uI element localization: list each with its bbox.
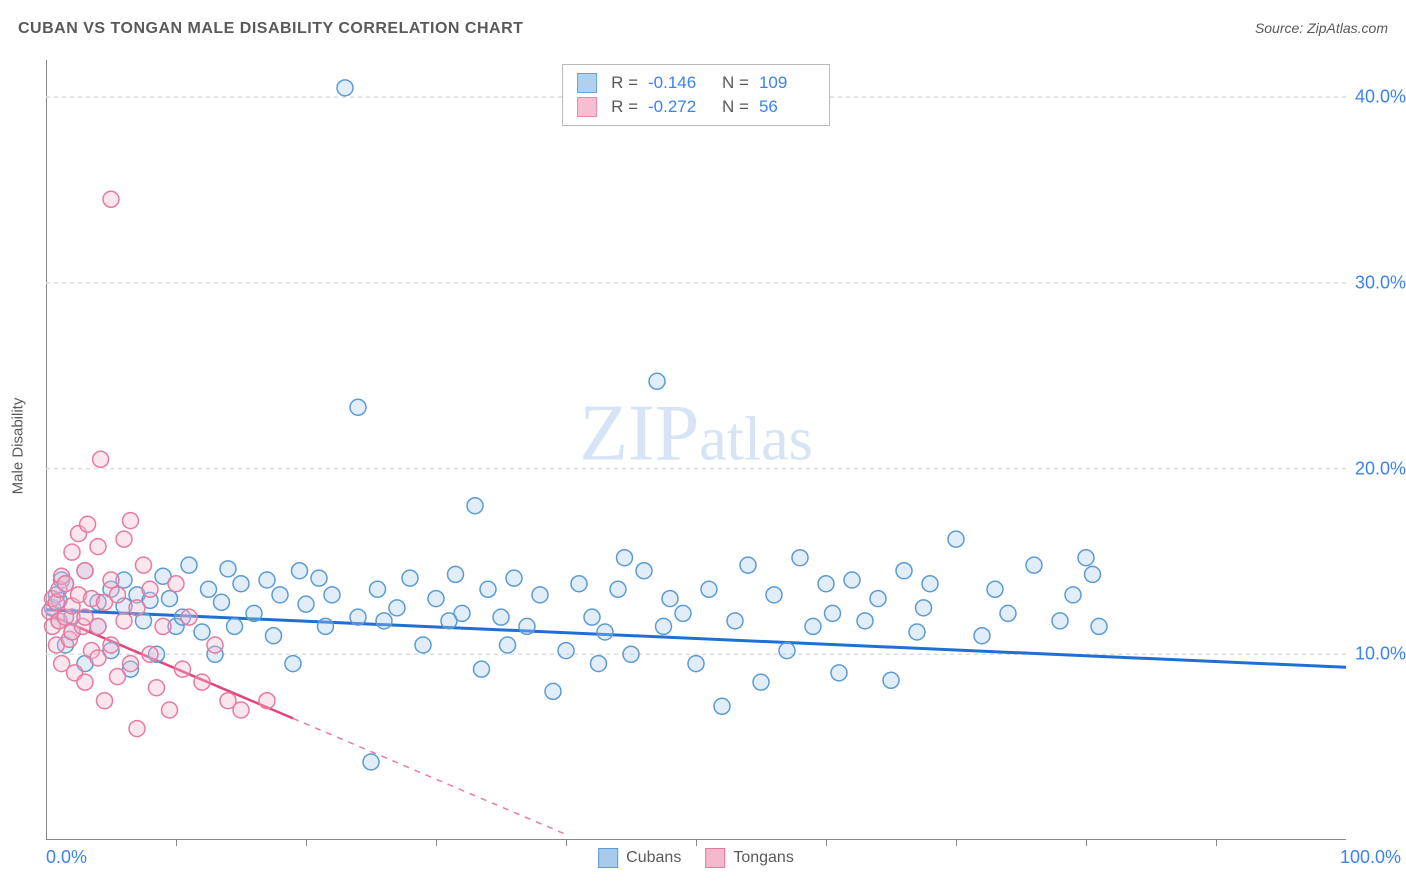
- legend-r-label: R =: [611, 97, 638, 117]
- chart-source: Source: ZipAtlas.com: [1255, 20, 1388, 36]
- x-tick-mark: [1216, 840, 1217, 846]
- legend-r-label: R =: [611, 73, 638, 93]
- legend-item-cubans: Cubans: [598, 848, 681, 868]
- legend-swatch-tongans-icon: [705, 848, 725, 868]
- x-tick-mark: [306, 840, 307, 846]
- legend-n-value-cubans: 109: [759, 73, 815, 93]
- correlation-legend: R = -0.146 N = 109 R = -0.272 N = 56: [562, 64, 830, 126]
- scatter-svg: [46, 60, 1346, 840]
- x-axis-label-max: 100.0%: [1340, 847, 1401, 868]
- x-tick-mark: [826, 840, 827, 846]
- legend-row-tongans: R = -0.272 N = 56: [577, 95, 815, 119]
- legend-n-value-tongans: 56: [759, 97, 815, 117]
- x-tick-mark: [566, 840, 567, 846]
- legend-swatch-cubans: [577, 73, 597, 93]
- y-tick-label: 40.0%: [1351, 87, 1406, 108]
- x-tick-mark: [956, 840, 957, 846]
- x-tick-mark: [696, 840, 697, 846]
- legend-label-cubans: Cubans: [626, 849, 681, 867]
- plot-area: ZIPatlas 10.0%20.0%30.0%40.0% 0.0% 100.0…: [46, 60, 1346, 840]
- series-legend: Cubans Tongans: [598, 848, 794, 868]
- y-tick-label: 10.0%: [1351, 644, 1406, 665]
- legend-label-tongans: Tongans: [733, 849, 794, 867]
- legend-row-cubans: R = -0.146 N = 109: [577, 71, 815, 95]
- y-tick-label: 20.0%: [1351, 458, 1406, 479]
- legend-r-value-cubans: -0.146: [648, 73, 704, 93]
- legend-swatch-cubans-icon: [598, 848, 618, 868]
- legend-item-tongans: Tongans: [705, 848, 794, 868]
- legend-n-label: N =: [722, 97, 749, 117]
- x-axis-label-min: 0.0%: [46, 847, 87, 868]
- y-axis-label: Male Disability: [10, 398, 27, 495]
- chart-title: CUBAN VS TONGAN MALE DISABILITY CORRELAT…: [18, 20, 523, 38]
- x-tick-mark: [1086, 840, 1087, 846]
- chart-header: CUBAN VS TONGAN MALE DISABILITY CORRELAT…: [18, 20, 1388, 38]
- legend-n-label: N =: [722, 73, 749, 93]
- legend-r-value-tongans: -0.272: [648, 97, 704, 117]
- legend-swatch-tongans: [577, 97, 597, 117]
- x-tick-mark: [176, 840, 177, 846]
- y-tick-label: 30.0%: [1351, 272, 1406, 293]
- x-tick-mark: [436, 840, 437, 846]
